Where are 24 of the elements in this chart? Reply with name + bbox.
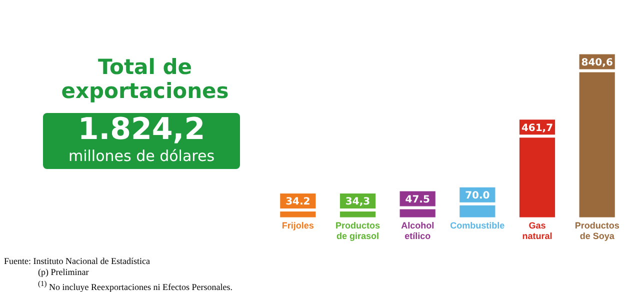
bar — [460, 205, 496, 218]
x-tick-label: Combustible — [450, 220, 505, 230]
data-label: 34,3 — [345, 196, 370, 208]
x-tick-label: Alcohol etílico — [401, 220, 434, 242]
text: millones de dólares — [67, 147, 216, 165]
text: $^{(1)}$ No incluye Reexportaciones ni Efectos Personales. — [37, 278, 232, 292]
data-label: 70.0 — [465, 190, 490, 202]
data-label: 461,7 — [521, 122, 554, 134]
x-tick-label: Productos de girasol — [335, 220, 380, 242]
x-tick-label: Frijoles — [282, 220, 314, 230]
data-label: 34.2 — [286, 196, 310, 208]
bar — [400, 209, 436, 218]
text: (p) Preliminar — [37, 267, 90, 278]
text: 1.824,2 — [76, 112, 206, 147]
data-label: 47.5 — [405, 194, 430, 206]
chart-title: Total de exportaciones — [60, 55, 230, 103]
x-tick-label: Productos de Soya — [574, 220, 620, 242]
bar — [280, 211, 316, 218]
bar — [519, 138, 556, 218]
bar — [340, 211, 376, 218]
data-label: 840,6 — [581, 57, 613, 68]
source-note: Fuente: Instituto Nacional de Estadística — [4, 256, 151, 267]
x-tick-label: Gas natural — [522, 220, 552, 242]
bar — [579, 72, 615, 218]
